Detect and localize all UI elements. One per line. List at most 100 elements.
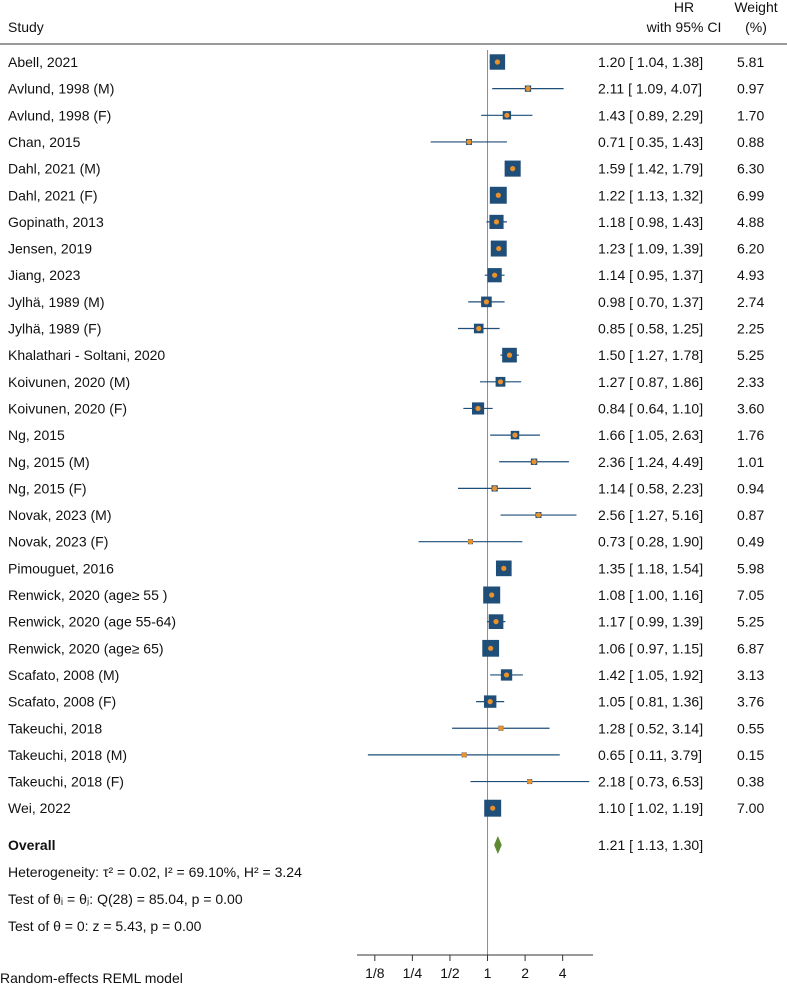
point-estimate <box>466 139 472 145</box>
overall-diamond <box>494 836 502 854</box>
study-row: Wei, 2022 1.10 [ 1.02, 1.19] 7.00 <box>8 799 764 817</box>
ci-text: 1.17 [ 0.99, 1.39] <box>598 614 703 630</box>
ci-text: 1.18 [ 0.98, 1.43] <box>598 214 703 230</box>
ci-text: 1.20 [ 1.04, 1.38] <box>598 54 703 70</box>
point-estimate <box>531 459 537 465</box>
point-estimate <box>492 485 498 491</box>
point-estimate <box>493 619 499 625</box>
point-estimate <box>510 166 516 172</box>
study-row: Ng, 2015 (F) 1.14 [ 0.58, 2.23] 0.94 <box>8 480 764 496</box>
study-label: Ng, 2015 (F) <box>8 480 87 496</box>
ci-text: 1.14 [ 0.58, 2.23] <box>598 480 703 496</box>
weight-text: 0.49 <box>737 534 764 550</box>
study-label: Pimouguet, 2016 <box>8 560 114 576</box>
point-estimate <box>498 725 504 731</box>
study-row: Jylhä, 1989 (F) 0.85 [ 0.58, 1.25] 2.25 <box>8 321 764 337</box>
weight-text: 6.87 <box>737 640 764 656</box>
weight-text: 1.70 <box>737 107 764 123</box>
study-label: Takeuchi, 2018 (M) <box>8 747 127 763</box>
study-row: Renwick, 2020 (age≥ 65) 1.06 [ 0.97, 1.15… <box>8 639 764 657</box>
weight-text: 6.20 <box>737 241 764 257</box>
x-tick-label: 1/4 <box>403 965 423 981</box>
study-label: Jensen, 2019 <box>8 241 92 257</box>
study-label: Renwick, 2020 (age 55-64) <box>8 614 176 630</box>
study-row: Scafato, 2008 (F) 1.05 [ 0.81, 1.36] 3.76 <box>8 694 764 710</box>
study-label: Jylhä, 1989 (M) <box>8 294 104 310</box>
study-header: Study <box>8 19 44 35</box>
study-label: Khalathari - Soltani, 2020 <box>8 347 165 363</box>
point-estimate <box>494 59 501 65</box>
study-label: Ng, 2015 (M) <box>8 454 90 470</box>
weight-text: 4.93 <box>737 267 764 283</box>
study-row: Novak, 2023 (M) 2.56 [ 1.27, 5.16] 0.87 <box>8 507 764 523</box>
study-row: Khalathari - Soltani, 2020 1.50 [ 1.27, 1… <box>8 347 764 363</box>
study-row: Takeuchi, 2018 (F) 2.18 [ 0.73, 6.53] 0.38 <box>8 774 764 790</box>
study-row: Avlund, 1998 (F) 1.43 [ 0.89, 2.29] 1.70 <box>8 107 764 123</box>
point-estimate <box>504 112 510 118</box>
effect-header-line2: with 95% CI <box>646 19 722 35</box>
study-label: Scafato, 2008 (F) <box>8 694 116 710</box>
weight-text: 6.30 <box>737 161 764 177</box>
point-estimate <box>467 539 474 545</box>
point-estimate <box>527 778 533 785</box>
point-estimate <box>497 379 504 385</box>
point-estimate <box>501 565 507 571</box>
x-axis-ticks: 1/8 1/4 1/2 1 2 4 <box>365 955 567 981</box>
weight-text: 0.97 <box>737 81 764 97</box>
study-row: Koivunen, 2020 (F) 0.84 [ 0.64, 1.10] 3.60 <box>8 400 764 416</box>
study-label: Novak, 2023 (M) <box>8 507 111 523</box>
weight-text: 5.25 <box>737 614 764 630</box>
study-label: Takeuchi, 2018 (F) <box>8 774 124 790</box>
point-estimate <box>475 405 481 412</box>
weight-text: 3.76 <box>737 694 764 710</box>
weight-text: 0.94 <box>737 480 764 496</box>
x-tick-label: 1 <box>484 965 492 981</box>
study-row: Koivunen, 2020 (M) 1.27 [ 0.87, 1.86] 2.33 <box>8 374 764 390</box>
weight-text: 2.25 <box>737 321 764 337</box>
ci-text: 0.85 [ 0.58, 1.25] <box>598 321 703 337</box>
ci-text: 1.35 [ 1.18, 1.54] <box>598 560 703 576</box>
heterogeneity-text: Heterogeneity: τ² = 0.02, I² = 69.10%, H… <box>8 864 302 880</box>
point-estimate <box>525 86 531 92</box>
study-label: Gopinath, 2013 <box>8 214 104 230</box>
weight-text: 6.99 <box>737 187 764 203</box>
weight-text: 5.81 <box>737 54 764 70</box>
point-estimate <box>476 325 482 332</box>
weight-text: 7.05 <box>737 587 764 603</box>
ci-text: 1.08 [ 1.00, 1.16] <box>598 587 703 603</box>
weight-text: 5.98 <box>737 560 764 576</box>
test-zero-text: Test of θ = 0: z = 5.43, p = 0.00 <box>8 918 202 934</box>
study-row: Dahl, 2021 (F) 1.22 [ 1.13, 1.32] 6.99 <box>8 186 764 204</box>
weight-text: 2.74 <box>737 294 764 310</box>
point-estimate <box>503 672 510 678</box>
study-row: Scafato, 2008 (M) 1.42 [ 1.05, 1.92] 3.13 <box>8 667 764 683</box>
study-row: Ng, 2015 (M) 2.36 [ 1.24, 4.49] 1.01 <box>8 454 764 470</box>
study-label: Ng, 2015 <box>8 427 65 443</box>
weight-text: 1.01 <box>737 454 764 470</box>
study-row: Jiang, 2023 1.14 [ 0.95, 1.37] 4.93 <box>8 267 764 283</box>
ci-text: 1.43 [ 0.89, 2.29] <box>598 107 703 123</box>
study-label: Scafato, 2008 (M) <box>8 667 119 683</box>
x-tick-label: 1/8 <box>365 965 385 981</box>
study-row: Renwick, 2020 (age≥ 55 ) 1.08 [ 1.00, 1.1… <box>8 586 764 604</box>
x-tick-label: 4 <box>559 965 567 981</box>
ci-text: 1.23 [ 1.09, 1.39] <box>598 241 703 257</box>
ci-text: 0.73 [ 0.28, 1.90] <box>598 534 703 550</box>
test-equal-text: Test of θᵢ = θⱼ: Q(28) = 85.04, p = 0.00 <box>8 891 243 907</box>
weight-text: 3.60 <box>737 400 764 416</box>
study-row: Dahl, 2021 (M) 1.59 [ 1.42, 1.79] 6.30 <box>8 160 764 177</box>
ci-text: 2.36 [ 1.24, 4.49] <box>598 454 703 470</box>
point-estimate <box>512 432 518 438</box>
study-label: Chan, 2015 <box>8 134 81 150</box>
ci-text: 2.11 [ 1.09, 4.07] <box>598 81 702 97</box>
study-row: Takeuchi, 2018 (M) 0.65 [ 0.11, 3.79] 0.15 <box>8 747 764 763</box>
ci-text: 2.18 [ 0.73, 6.53] <box>598 774 703 790</box>
x-tick-label: 1/2 <box>440 965 460 981</box>
point-estimate <box>483 299 490 305</box>
study-label: Wei, 2022 <box>8 800 71 816</box>
study-label: Dahl, 2021 (F) <box>8 187 97 203</box>
point-estimate <box>488 645 494 651</box>
ci-text: 1.14 [ 0.95, 1.37] <box>598 267 703 283</box>
weight-text: 0.38 <box>737 774 764 790</box>
